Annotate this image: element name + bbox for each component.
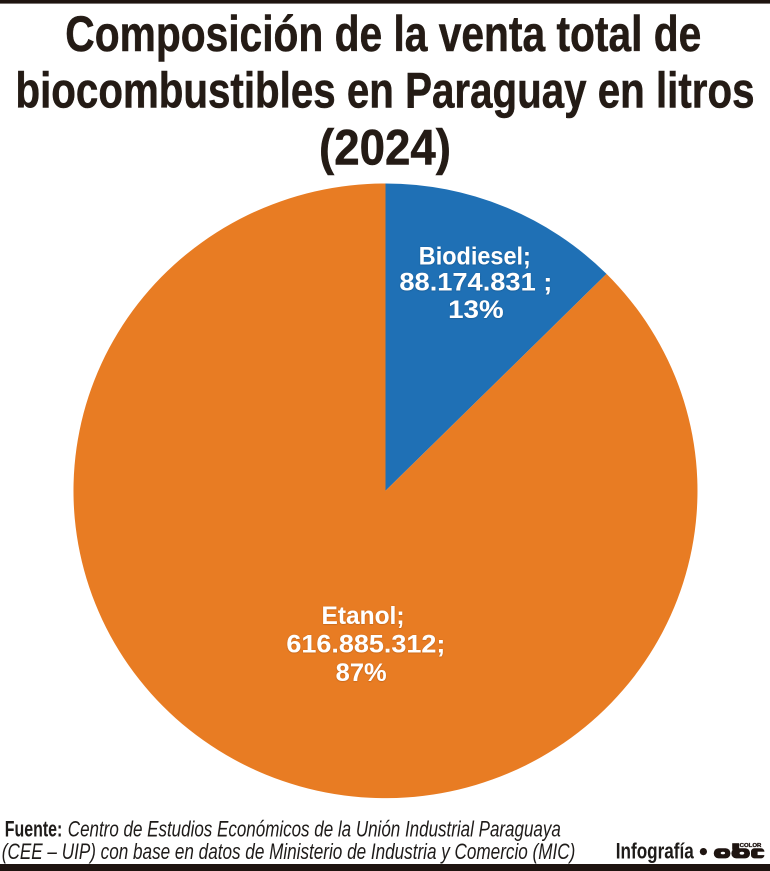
svg-text:biocombustibles en Paraguay en: biocombustibles en Paraguay en litros <box>16 62 755 119</box>
svg-text:(CEE – UIP) con base en datos: (CEE – UIP) con base en datos de Ministe… <box>2 839 576 864</box>
svg-text:88.174.831 ;: 88.174.831 ; <box>399 269 552 296</box>
svg-text:13%: 13% <box>448 297 504 324</box>
svg-text:616.885.312;: 616.885.312; <box>286 630 445 658</box>
svg-text:Fuente:: Fuente: <box>5 817 63 842</box>
svg-text:Infografía: Infografía <box>616 839 695 864</box>
svg-text:Centro de Estudios Económicos: Centro de Estudios Económicos de la Unió… <box>68 817 561 842</box>
svg-text:Composición de la venta total: Composición de la venta total de <box>65 5 701 62</box>
svg-text:COLOR: COLOR <box>740 843 762 849</box>
svg-text:87%: 87% <box>336 659 387 687</box>
svg-text:Biodiesel;: Biodiesel; <box>419 244 531 271</box>
svg-text:(2024): (2024) <box>319 119 451 176</box>
svg-text:Etanol;: Etanol; <box>322 602 405 630</box>
